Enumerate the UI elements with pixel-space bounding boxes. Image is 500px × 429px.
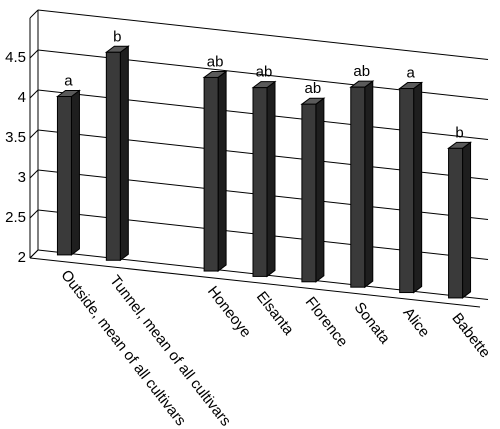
- bar: [301, 103, 317, 283]
- x-tick-label: Sonata: [351, 299, 394, 347]
- bar: [399, 88, 415, 294]
- bar: [252, 87, 268, 277]
- grid-line: [29, 49, 39, 59]
- grid-line: [37, 9, 489, 60]
- x-tick-label: Babette: [448, 310, 493, 361]
- grid-line: [29, 209, 39, 219]
- grid-line: [29, 89, 39, 99]
- y-tick-label: 4.5: [5, 49, 26, 66]
- bar-side: [217, 70, 227, 273]
- y-tick-label: 3.5: [5, 129, 26, 146]
- annotation: ab: [207, 53, 224, 70]
- y-tick-label: 4: [18, 89, 26, 106]
- bar: [56, 96, 72, 256]
- x-tick-label: Honeoye: [204, 283, 254, 341]
- annotation: ab: [256, 64, 273, 81]
- grid-line: [29, 129, 39, 139]
- bar: [448, 147, 464, 299]
- y-tick-label: 2: [18, 249, 26, 266]
- annotation: ab: [353, 63, 370, 80]
- y-tick-label: 3: [18, 169, 26, 186]
- bar: [350, 86, 366, 288]
- bar-side: [70, 89, 80, 256]
- bar-side: [413, 81, 423, 294]
- annotation: a: [406, 65, 415, 82]
- annotation: ab: [305, 80, 322, 97]
- bar: [203, 76, 219, 272]
- annotation: b: [113, 28, 121, 45]
- bar-side: [315, 97, 325, 283]
- bar-side: [266, 80, 276, 278]
- grid-line: [29, 249, 39, 259]
- bar: [105, 51, 121, 261]
- grid-line: [29, 169, 39, 179]
- x-tick-label: Alice: [400, 305, 433, 341]
- annotation: a: [64, 73, 73, 90]
- x-tick-label: Elsanta: [253, 288, 298, 338]
- bar-side: [364, 80, 374, 289]
- bar-side: [119, 45, 129, 262]
- annotation: b: [455, 124, 463, 141]
- x-axis: [29, 257, 481, 308]
- grid-line: [29, 9, 39, 19]
- bar-side: [462, 141, 472, 299]
- x-tick-label: Florence: [302, 294, 351, 350]
- y-tick-label: 2.5: [5, 209, 26, 226]
